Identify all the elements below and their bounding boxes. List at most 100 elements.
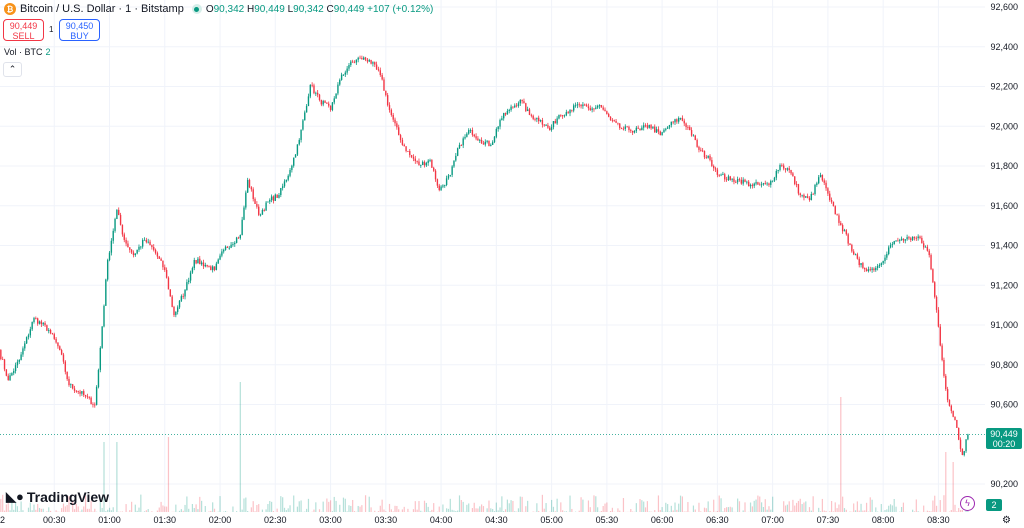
volume-bar xyxy=(667,504,669,512)
candle-body xyxy=(539,120,542,122)
volume-bar xyxy=(29,502,31,512)
volume-bar xyxy=(864,510,866,512)
candle-body xyxy=(488,140,490,146)
candle-body xyxy=(462,138,464,146)
settings-icon[interactable]: ⚙ xyxy=(1002,515,1011,526)
volume-bar xyxy=(75,503,77,512)
volume-bar xyxy=(749,502,752,512)
candle-body xyxy=(215,263,218,270)
candle-body xyxy=(49,329,52,334)
volume-bar xyxy=(519,496,521,512)
candle-body xyxy=(538,117,540,122)
volume-bar xyxy=(81,509,83,512)
candle-body xyxy=(948,399,951,406)
candle-body xyxy=(138,246,140,250)
candle-body xyxy=(285,179,288,182)
volume-bar xyxy=(790,510,792,512)
candle-body xyxy=(580,104,582,107)
candle-body xyxy=(654,126,656,133)
candle-body xyxy=(827,188,829,194)
candle-body xyxy=(119,214,122,225)
candle-body xyxy=(486,140,488,142)
candle-body xyxy=(934,282,936,297)
volume-bar xyxy=(768,506,770,512)
candle-body xyxy=(294,154,297,158)
candle-body xyxy=(766,183,768,185)
candle-body xyxy=(291,165,293,170)
collapse-legend-button[interactable]: ⌃ xyxy=(3,62,22,77)
candle-body xyxy=(617,122,619,124)
candle-body xyxy=(869,269,871,271)
buy-button[interactable]: 90,450 BUY xyxy=(59,19,100,41)
candle-body xyxy=(147,241,149,243)
volume-bar xyxy=(788,501,790,512)
volume-bar xyxy=(803,502,805,512)
volume-bar xyxy=(261,509,264,512)
lightning-icon[interactable]: ϟ xyxy=(960,496,975,511)
candle-body xyxy=(436,179,439,186)
volume-bar xyxy=(630,508,632,512)
candle-body xyxy=(234,242,236,245)
candle-body xyxy=(526,109,529,112)
volume-bar xyxy=(622,498,625,512)
candle-body xyxy=(794,176,796,185)
volume-bar xyxy=(578,510,580,512)
volume-bar xyxy=(433,503,435,512)
candle-body xyxy=(786,168,789,170)
tradingview-logo[interactable]: ◣● TradingView xyxy=(6,489,110,505)
candle-body xyxy=(952,410,954,417)
candle-body xyxy=(817,177,820,184)
candle-body xyxy=(232,244,234,245)
volume-bar xyxy=(250,507,252,512)
candle-body xyxy=(668,125,671,128)
candle-body xyxy=(613,120,615,122)
volume-bar xyxy=(11,500,13,512)
volume-bar xyxy=(679,495,682,512)
candle-body xyxy=(22,348,24,355)
candle-body xyxy=(676,119,678,122)
candle-body xyxy=(272,196,275,201)
candle-body xyxy=(694,135,696,141)
volume-bar xyxy=(819,511,822,512)
volume-bar xyxy=(398,509,400,512)
volume-bar xyxy=(956,511,958,512)
volume-bar xyxy=(99,501,101,512)
candle-body xyxy=(410,155,413,157)
candle-body xyxy=(727,176,730,180)
candle-body xyxy=(880,263,883,265)
candle-body xyxy=(300,129,302,140)
candle-body xyxy=(679,117,682,119)
candle-body xyxy=(646,125,649,128)
volume-legend[interactable]: Vol · BTC 2 xyxy=(4,47,51,57)
candle-body xyxy=(652,126,654,129)
symbol-title[interactable]: Bitcoin / U.S. Dollar · 1 · Bitstamp xyxy=(20,3,184,15)
candle-body xyxy=(318,94,321,101)
candle-body xyxy=(790,169,792,174)
volume-bar xyxy=(3,510,6,512)
volume-bar xyxy=(639,499,641,512)
volume-bar xyxy=(35,509,37,512)
volume-bar xyxy=(760,502,763,512)
candle-body xyxy=(88,396,90,398)
volume-bar xyxy=(685,511,687,512)
volume-bar xyxy=(385,511,387,512)
candle-body xyxy=(596,105,599,108)
volume-bar xyxy=(932,500,934,512)
candle-body xyxy=(935,296,938,310)
volume-bar xyxy=(600,510,602,512)
candle-body xyxy=(438,185,440,191)
sell-button[interactable]: 90,449 SELL xyxy=(3,19,44,41)
candle-body xyxy=(484,141,486,145)
volume-bar xyxy=(447,508,450,512)
candle-body xyxy=(571,109,573,111)
volume-bar xyxy=(713,499,715,512)
candle-body xyxy=(265,202,267,211)
candle-body xyxy=(269,199,271,202)
volume-bar xyxy=(77,506,79,512)
candle-body xyxy=(390,109,393,115)
candle-body xyxy=(202,262,205,267)
volume-bar xyxy=(423,500,426,512)
volume-bar xyxy=(379,505,381,512)
volume-bar xyxy=(965,510,967,512)
